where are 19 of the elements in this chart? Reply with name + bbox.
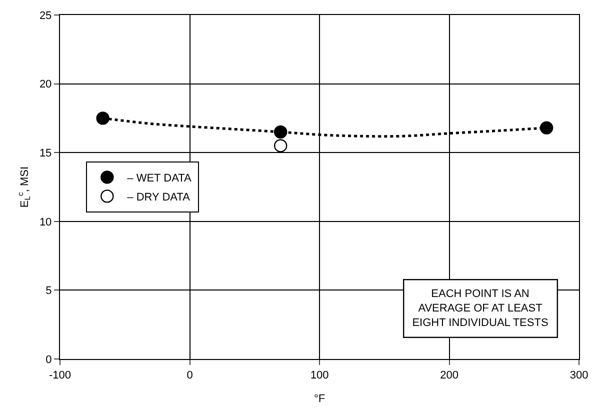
point bbox=[540, 121, 554, 134]
x-tick-label: -100 bbox=[48, 369, 72, 382]
y-tick-label: 0 bbox=[46, 354, 52, 366]
x-tick-label: 0 bbox=[186, 369, 193, 382]
x-tick-label: 300 bbox=[570, 369, 588, 382]
point bbox=[96, 112, 110, 125]
y-tick-label: 5 bbox=[46, 285, 52, 298]
annotation: EACH POINT IS AN AVERAGE OF AT LEAST EIGHT INDIVIDUAL TESTS bbox=[412, 288, 548, 329]
y-tick-label: 10 bbox=[39, 216, 52, 228]
x-axis-title: °F bbox=[314, 393, 326, 406]
point bbox=[274, 125, 288, 139]
y-tick-label: 15 bbox=[39, 147, 52, 160]
y-tick-label: 25 bbox=[39, 10, 52, 22]
y-tick-label: 20 bbox=[39, 78, 52, 91]
x-tick-label: 100 bbox=[310, 369, 329, 382]
x-tick-label: 200 bbox=[440, 369, 458, 382]
legend-label: – WET DATA bbox=[127, 172, 192, 184]
legend-label: – DRY DATA bbox=[127, 191, 191, 204]
point bbox=[274, 139, 288, 152]
